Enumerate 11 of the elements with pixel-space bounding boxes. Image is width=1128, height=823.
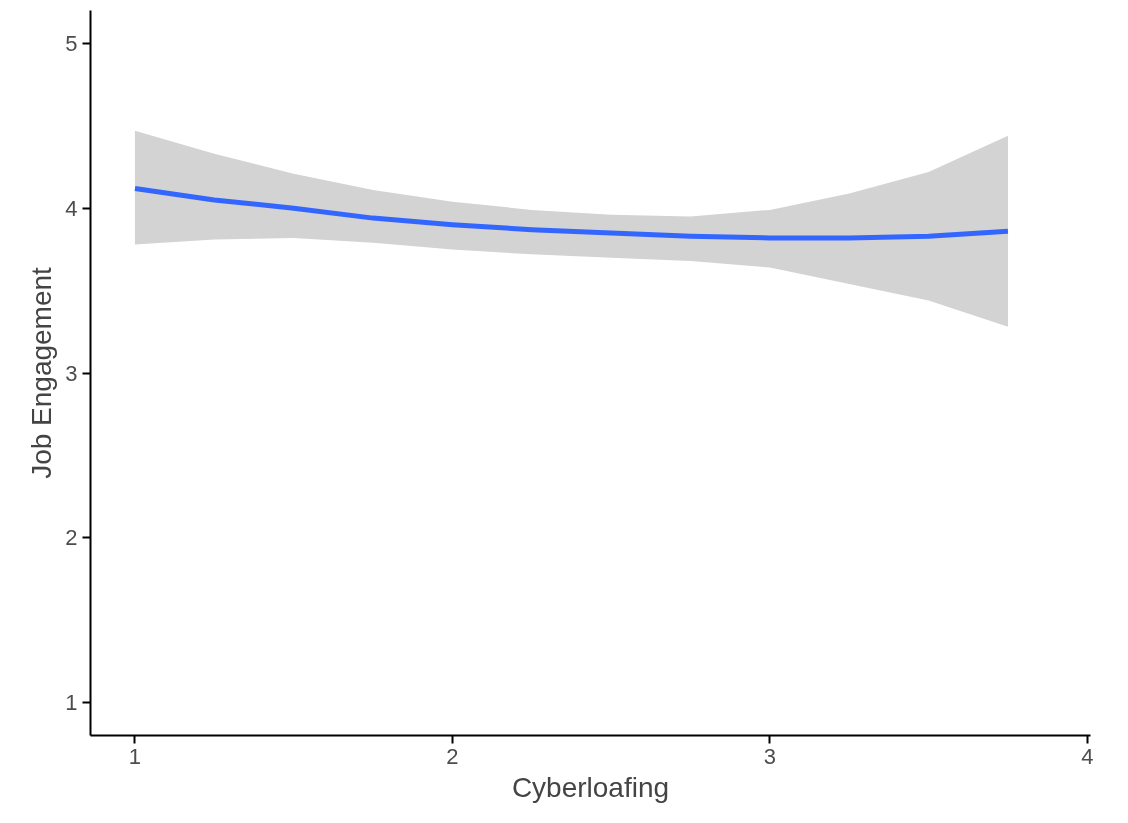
y-axis-title: Job Engagement <box>26 266 58 479</box>
y-tick-label: 4 <box>65 195 78 221</box>
x-tick-label: 2 <box>446 743 459 769</box>
x-tick-label: 4 <box>1081 743 1094 769</box>
y-tick-label: 2 <box>65 525 78 551</box>
x-tick-label: 3 <box>763 743 776 769</box>
x-axis-title: Cyberloafing <box>511 771 670 803</box>
y-tick-label: 3 <box>65 360 78 386</box>
x-tick-label: 1 <box>128 743 142 769</box>
y-tick-label: 1 <box>65 690 78 716</box>
y-tick-label: 5 <box>65 30 78 56</box>
